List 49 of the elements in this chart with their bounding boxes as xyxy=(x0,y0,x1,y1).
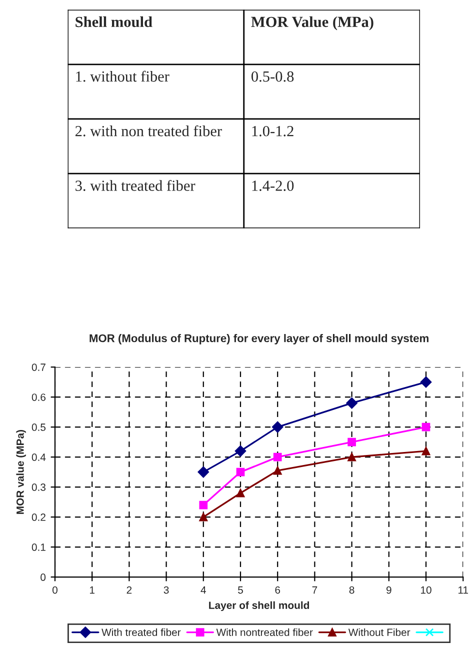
text: MOR Value (MPa) xyxy=(251,16,374,30)
point xyxy=(199,512,208,522)
y-tick-label: 0 xyxy=(40,574,46,581)
y-tick-label: 0.1 xyxy=(32,544,46,551)
x-tick-label: 3 xyxy=(164,586,169,594)
y-tick-label: 0.6 xyxy=(32,394,46,401)
point xyxy=(236,468,245,476)
point xyxy=(199,500,208,510)
text: 2. with non treated fiber xyxy=(75,125,222,136)
x-tick-label: 10 xyxy=(421,586,432,594)
point xyxy=(198,466,209,478)
y-axis-title: MOR value (MPa) xyxy=(16,430,26,514)
point xyxy=(236,488,245,498)
x-tick-label: 2 xyxy=(126,586,132,594)
text: Shell mould xyxy=(76,16,152,28)
x-tick-label: 11 xyxy=(458,586,468,594)
x-tick-label: 1 xyxy=(90,586,94,594)
point xyxy=(348,452,356,462)
point xyxy=(422,422,430,432)
point xyxy=(420,376,432,388)
text: 3. with treated fiber xyxy=(76,180,196,191)
legend-label: With nontreated fiber xyxy=(216,628,313,636)
x-axis-title: Layer of shell mould xyxy=(209,601,310,612)
point xyxy=(422,446,430,456)
legend-label: With treated fiber xyxy=(102,628,181,636)
text: 1. without fiber xyxy=(76,70,170,82)
y-tick-label: 0.2 xyxy=(32,514,46,521)
chart-title: MOR (Modulus of Rupture) for every layer of shell mould system xyxy=(90,334,428,344)
point xyxy=(234,445,246,457)
y-tick-label: 0.4 xyxy=(32,454,46,461)
x-tick-label: 6 xyxy=(275,586,280,594)
x-tick-label: 8 xyxy=(349,586,354,594)
legend-label: Without Fiber xyxy=(348,628,410,636)
x-tick-label: 4 xyxy=(200,586,206,594)
text: 1.4-2.0 xyxy=(252,180,294,191)
y-tick-label: 0.7 xyxy=(32,364,46,371)
point xyxy=(346,397,358,409)
point xyxy=(348,438,356,446)
point xyxy=(273,452,282,462)
x-tick-label: 0 xyxy=(52,586,58,594)
point xyxy=(272,421,284,433)
x-tick-label: 5 xyxy=(238,586,243,594)
text: 1.0-1.2 xyxy=(252,126,294,136)
y-tick-label: 0.5 xyxy=(32,424,46,431)
y-tick-label: 0.3 xyxy=(32,484,46,491)
text: 0.5-0.8 xyxy=(252,71,294,82)
point xyxy=(273,466,282,475)
x-tick-label: 7 xyxy=(312,586,318,594)
x-tick-label: 9 xyxy=(386,586,392,594)
